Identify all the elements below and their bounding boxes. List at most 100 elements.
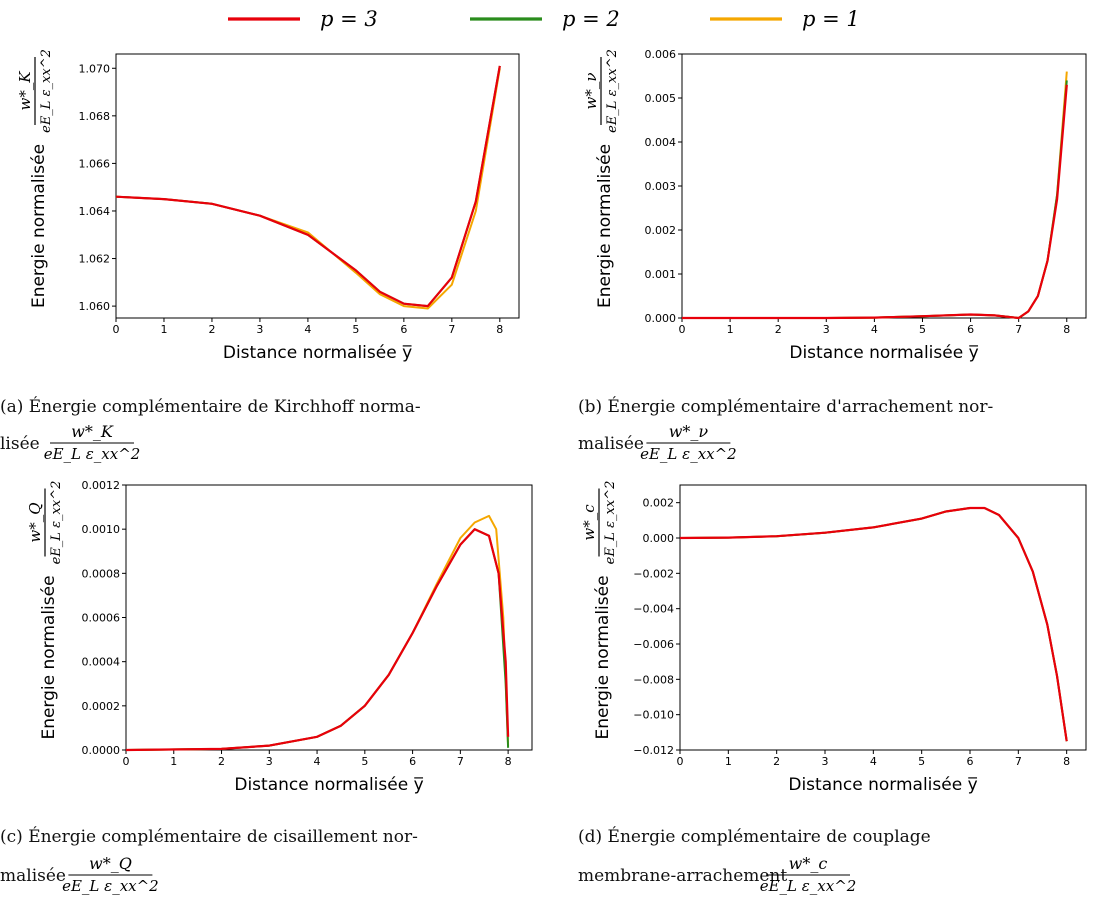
x-tick-label: 2 <box>208 323 215 336</box>
x-tick-label: 2 <box>773 755 780 768</box>
y-label-fraction: w*_c eE_L ε_xx^2 <box>580 481 618 565</box>
x-tick-label: 4 <box>870 755 877 768</box>
x-tick-label: 6 <box>400 323 407 336</box>
series-line-p=3 <box>115 65 501 308</box>
x-tick-label: 8 <box>505 755 512 768</box>
caption-line2: malisée <box>578 434 644 454</box>
caption-fraction: w*_K eE_L ε_xx^2 <box>44 422 141 463</box>
y-axis-label: Energie normalisée w*_ν eE_L ε_xx^2 <box>582 49 620 308</box>
x-tick-label: 3 <box>266 755 273 768</box>
y-tick-label: 1.066 <box>79 157 111 170</box>
series-line-p=3 <box>125 528 510 752</box>
y-tick-label: 0.003 <box>645 180 677 193</box>
x-tick-label: 1 <box>725 755 732 768</box>
fraction-denominator: eE_L ε_xx^2 <box>605 49 620 133</box>
x-tick-label: 3 <box>256 323 263 336</box>
caption-fraction-numerator: w*_Q <box>89 854 132 873</box>
caption-line2: membrane-arrachement <box>578 866 787 886</box>
y-tick-label: 1.060 <box>79 300 111 313</box>
y-tick-label: −0.008 <box>633 673 674 686</box>
y-tick-label: 0.0000 <box>82 744 121 757</box>
plot-frame <box>115 53 520 319</box>
y-tick-label: 1.064 <box>79 205 111 218</box>
fraction-numerator: w*_c <box>580 504 598 541</box>
x-tick-label: 2 <box>775 323 782 336</box>
x-tick-label: 8 <box>1063 323 1070 336</box>
series-line-p=1 <box>679 507 1068 742</box>
caption-fraction-denominator: eE_L ε_xx^2 <box>760 877 857 895</box>
series-line-p=2 <box>682 80 1068 319</box>
series-line-p=2 <box>679 507 1068 742</box>
y-axis-label-text: Energie normalisée <box>593 575 613 739</box>
legend: p = 3 p = 2 p = 1 <box>228 7 860 31</box>
y-tick-label: −0.002 <box>633 567 674 580</box>
caption-fraction-denominator: eE_L ε_xx^2 <box>44 445 141 463</box>
y-tick-label: 0.000 <box>643 532 675 545</box>
y-tick-label: 0.005 <box>645 92 677 105</box>
y-tick-label: −0.004 <box>633 603 674 616</box>
x-tick-label: 1 <box>160 323 167 336</box>
x-axis-label: Distance normalisée y̅ <box>788 775 978 795</box>
fraction-denominator: eE_L ε_xx^2 <box>603 481 618 565</box>
x-tick-label: 5 <box>918 755 925 768</box>
caption-fraction-numerator: w*_c <box>789 854 828 873</box>
x-tick-label: 3 <box>823 323 830 336</box>
y-axis-label-text: Energie normalisée <box>595 144 615 308</box>
caption-fraction-numerator: w*_ν <box>669 422 709 441</box>
y-tick-label: 1.068 <box>79 110 111 123</box>
panel-c: 0 1 2 3 4 5 6 7 8 0.0000 0.0002 0.0004 0.0006 0.0008 0… <box>0 479 533 895</box>
y-tick-label: 0.0008 <box>82 567 121 580</box>
x-tick-label: 5 <box>919 323 926 336</box>
series-line-p=2 <box>115 65 501 308</box>
x-tick-label: 0 <box>123 755 130 768</box>
x-tick-label: 4 <box>871 323 878 336</box>
fraction-numerator: w*_Q <box>26 502 44 542</box>
x-tick-label: 3 <box>822 755 829 768</box>
y-axis-label: Energie normalisée w*_K eE_L ε_xx^2 <box>16 49 54 308</box>
x-tick-label: 7 <box>1015 323 1022 336</box>
y-axis-label: Energie normalisée w*_c eE_L ε_xx^2 <box>580 481 618 740</box>
y-tick-label: −0.006 <box>633 638 674 651</box>
caption-line1: (c) Énergie complémentaire de cisailleme… <box>0 826 418 847</box>
y-label-fraction: w*_ν eE_L ε_xx^2 <box>582 49 620 133</box>
caption-fraction-denominator: eE_L ε_xx^2 <box>640 445 737 463</box>
series-line-p=1 <box>682 71 1068 319</box>
x-tick-label: 7 <box>448 323 455 336</box>
x-axis-label: Distance normalisée y̅ <box>223 343 413 363</box>
y-tick-label: −0.010 <box>633 709 674 722</box>
fraction-denominator: eE_L ε_xx^2 <box>49 481 64 565</box>
caption-line1: (b) Énergie complémentaire d'arrachement… <box>578 396 993 417</box>
x-tick-label: 6 <box>967 755 974 768</box>
x-tick-label: 1 <box>727 323 734 336</box>
y-tick-label: 0.000 <box>645 312 677 325</box>
y-tick-label: 0.002 <box>645 224 677 237</box>
caption-fraction-denominator: eE_L ε_xx^2 <box>62 877 159 895</box>
plot-frame <box>681 53 1087 319</box>
fraction-denominator: eE_L ε_xx^2 <box>39 49 54 133</box>
x-axis-label: Distance normalisée y̅ <box>789 343 979 363</box>
panel-b: 0 1 2 3 4 5 6 7 8 0.000 0.001 0.002 0.003 0.004 0.005 0… <box>578 48 1087 463</box>
y-axis-label-text: Energie normalisée <box>29 144 49 308</box>
caption-fraction: w*_Q eE_L ε_xx^2 <box>62 854 159 895</box>
caption-fraction: w*_ν eE_L ε_xx^2 <box>640 422 737 463</box>
x-tick-label: 2 <box>218 755 225 768</box>
x-tick-label: 8 <box>496 323 503 336</box>
x-axis-label: Distance normalisée y̅ <box>234 775 424 795</box>
y-tick-label: 0.0004 <box>82 656 121 669</box>
legend-label-3: p = 1 <box>802 7 860 31</box>
y-tick-label: 1.062 <box>79 253 111 266</box>
plot-frame <box>125 484 533 751</box>
caption-fraction: w*_c eE_L ε_xx^2 <box>760 854 857 895</box>
y-tick-label: 0.002 <box>643 497 675 510</box>
x-tick-label: 6 <box>967 323 974 336</box>
y-tick-label: 0.0010 <box>82 523 121 536</box>
x-tick-label: 0 <box>679 323 686 336</box>
x-tick-label: 0 <box>677 755 684 768</box>
y-label-fraction: w*_K eE_L ε_xx^2 <box>16 49 54 133</box>
fraction-numerator: w*_ν <box>582 73 600 110</box>
caption-fraction-numerator: w*_K <box>71 422 114 441</box>
y-label-fraction: w*_Q eE_L ε_xx^2 <box>26 481 64 565</box>
y-tick-label: −0.012 <box>633 744 674 757</box>
panel-a: 0 1 2 3 4 5 6 7 8 1.060 1.062 1.064 1.066 1.068 1.070 D… <box>0 49 520 463</box>
